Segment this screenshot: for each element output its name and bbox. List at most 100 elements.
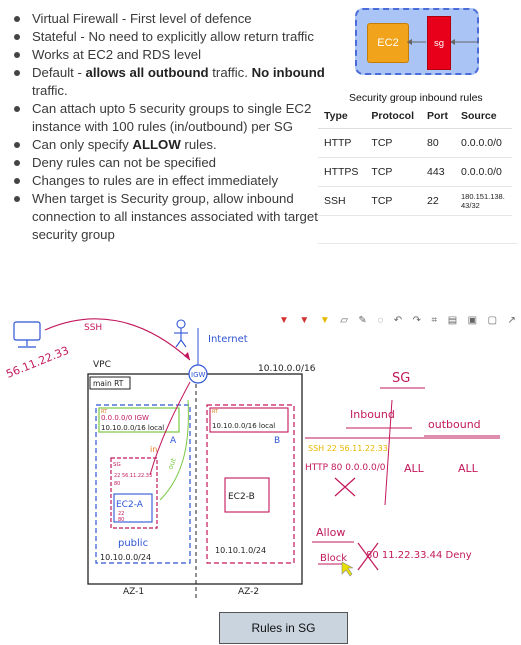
- table-cell: TCP: [365, 128, 422, 158]
- column-header: Port: [421, 104, 456, 129]
- rt-a-label: RT: [101, 409, 108, 415]
- http-cross: [334, 477, 356, 497]
- subnet-a-cidr: 10.10.0.0/24: [100, 553, 151, 562]
- bullet-text: Changes to rules are in effect immediate…: [32, 173, 279, 188]
- ec2-box: EC2: [367, 23, 409, 63]
- rt-b-route: 10.10.0.0/16 local: [212, 422, 275, 430]
- table-cell: 0.0.0.0/0: [455, 157, 512, 187]
- sg-box: sg: [427, 16, 451, 70]
- bullet-text: traffic.: [208, 65, 252, 80]
- bullet-text: When target is Security group, allow inb…: [32, 191, 318, 242]
- vpc-cidr: 10.10.0.0/16: [258, 364, 316, 374]
- pen-red-icon[interactable]: ▼: [299, 315, 310, 326]
- bullet-item: Virtual Firewall - First level of defenc…: [10, 10, 345, 28]
- ec2-b-label: EC2-B: [228, 492, 255, 502]
- bullet-item: Stateful - No need to explicitly allow r…: [10, 28, 345, 46]
- duplicate-icon[interactable]: ▢: [487, 315, 498, 326]
- ec2-b-box: [224, 477, 270, 513]
- sg-column-divider: [384, 399, 393, 506]
- public-label: public: [118, 538, 148, 549]
- table-cell: SSH: [318, 186, 366, 216]
- ec2-a-port1: 22: [118, 511, 124, 517]
- table-cell: 180.151.138. 43/32: [455, 186, 512, 216]
- highlighter-icon[interactable]: ▼: [319, 315, 330, 326]
- inbound-label: Inbound: [350, 408, 395, 421]
- share-icon[interactable]: ↗: [507, 315, 516, 326]
- table-cell: HTTP: [318, 128, 366, 158]
- eraser-icon[interactable]: ▱: [340, 315, 348, 326]
- sg-a-rule2: 80: [114, 481, 120, 487]
- rt-a-route2: 10.10.0.0/16 local: [101, 424, 164, 432]
- allow-label: Allow: [316, 526, 345, 539]
- main-rt-box: [89, 376, 131, 390]
- outbound-all-label-2: ALL: [458, 462, 479, 475]
- table-row: SSH TCP 22 180.151.138. 43/32: [318, 186, 512, 216]
- sg-a-rule1: 22 56.11.22.33: [114, 473, 152, 479]
- out-arrow: [159, 399, 189, 501]
- inbound-rules-table: Type Protocol Port Source HTTP TCP 80 0.…: [318, 104, 512, 216]
- vpc-label: VPC: [93, 360, 111, 370]
- table-row: HTTPS TCP 443 0.0.0.0/0: [318, 157, 512, 187]
- az2-label: AZ-2: [238, 587, 259, 597]
- crop-icon[interactable]: ⌗: [431, 315, 438, 326]
- bullet-bold: allows all outbound: [85, 65, 209, 80]
- bullet-text: Can only specify: [32, 137, 133, 152]
- main-rt-label: main RT: [93, 379, 124, 388]
- bullet-text: Deny rules can not be specified: [32, 155, 217, 170]
- table-divider: [318, 243, 518, 244]
- table-cell: TCP: [365, 186, 422, 216]
- pencil-icon[interactable]: ✎: [358, 315, 367, 326]
- ec2-a-box: [113, 493, 153, 523]
- ssh-arrow: [44, 318, 191, 361]
- subnet-a-label: A: [170, 436, 177, 446]
- bullet-bold: ALLOW: [132, 137, 181, 152]
- redo-icon[interactable]: ↷: [412, 315, 422, 326]
- sg-a-label: SG: [113, 462, 121, 468]
- subnet-b-label: B: [274, 436, 280, 446]
- table-title: Security group inbound rules: [349, 92, 483, 104]
- bullet-text: Stateful - No need to explicitly allow r…: [32, 29, 314, 44]
- table-cell: HTTPS: [318, 157, 366, 187]
- ec2-a-label: EC2-A: [116, 500, 144, 510]
- computer-icon: [13, 321, 41, 348]
- whiteboard-sketch: 56.11.22.33 SSH Internet VPC main RT 10.…: [4, 318, 500, 598]
- bullet-item: Works at EC2 and RDS level: [10, 46, 345, 64]
- bullet-text: Virtual Firewall - First level of defenc…: [32, 11, 252, 26]
- rt-b-label: RT: [212, 409, 219, 415]
- pen-red-icon[interactable]: ▼: [279, 315, 289, 326]
- bullet-text: Default -: [32, 65, 86, 80]
- diagram-arrows: [407, 39, 479, 45]
- bullet-item: Deny rules can not be specified: [10, 154, 345, 172]
- block-label: Block: [320, 553, 347, 564]
- sg-title: SG: [392, 371, 410, 386]
- table-cell: TCP: [365, 157, 422, 187]
- table-row: HTTP TCP 80 0.0.0.0/0: [318, 128, 512, 158]
- lasso-icon[interactable]: ◌: [377, 315, 384, 326]
- column-header: Protocol: [365, 104, 422, 129]
- deny-rule: 80 11.22.33.44 Deny: [366, 550, 472, 561]
- table-cell: 22: [421, 186, 456, 216]
- copy-icon[interactable]: ▣: [467, 315, 478, 326]
- ssh-label: SSH: [84, 323, 102, 333]
- table-cell: 0.0.0.0/0: [455, 128, 512, 158]
- bullet-item: When target is Security group, allow inb…: [10, 190, 345, 244]
- subnet-b-box: [206, 404, 295, 564]
- column-header: Source: [455, 104, 512, 129]
- deny-cross: [357, 542, 379, 571]
- in-arrow: [149, 381, 191, 476]
- undo-icon[interactable]: ↶: [393, 315, 403, 326]
- trash-icon[interactable]: ▤: [447, 315, 458, 326]
- outbound-label: outbound: [428, 418, 481, 431]
- table-cell: 443: [421, 157, 456, 187]
- internet-label: Internet: [208, 334, 248, 345]
- bullet-text: Can attach upto 5 security groups to sin…: [32, 101, 312, 134]
- column-header: Type: [318, 104, 366, 129]
- outbound-all-label: ALL: [404, 462, 425, 475]
- ec2-a-port2: 80: [118, 517, 124, 523]
- out-label: out: [166, 457, 178, 471]
- table-cell: 80: [421, 128, 456, 158]
- bullet-text: rules.: [180, 137, 217, 152]
- bullet-bold: No inbound: [251, 65, 325, 80]
- feature-list: Virtual Firewall - First level of defenc…: [10, 10, 345, 244]
- bullet-item: Can only specify ALLOW rules.: [10, 136, 345, 154]
